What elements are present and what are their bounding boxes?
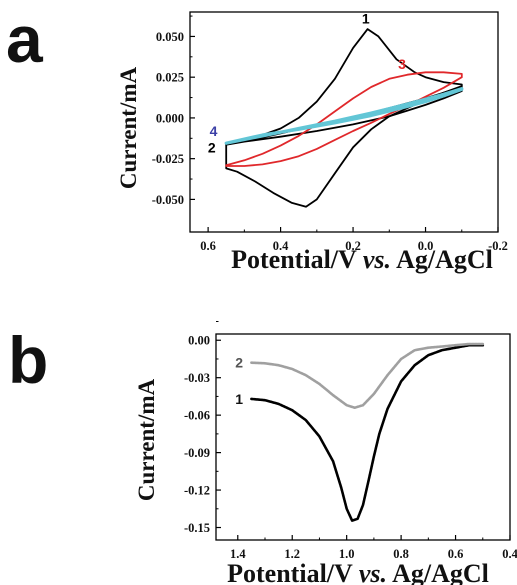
x-tick-label: -0.2 — [488, 239, 508, 253]
curve-label-1: 1 — [235, 391, 243, 407]
x-tick-label: 0.6 — [200, 239, 216, 253]
curve-label-2: 2 — [208, 139, 216, 155]
y-tick-label: 0.050 — [156, 30, 184, 44]
x-tick-label: 0.4 — [502, 547, 517, 561]
y-tick-label: -0.050 — [152, 193, 184, 207]
x-tick-label: 0.2 — [345, 239, 361, 253]
x-tick-label: 1.2 — [284, 547, 300, 561]
y-tick-label: 0.000 — [156, 111, 184, 125]
y-tick-label: -0.12 — [184, 484, 210, 498]
panel-label-a: a — [6, 2, 44, 76]
panel-label-b: b — [8, 323, 48, 397]
curve-label-2: 2 — [235, 355, 243, 371]
y-tick-label: -0.03 — [184, 371, 210, 385]
y-tick-label: 0.00 — [188, 334, 210, 348]
x-axis-title-b: Potential/V vs. Ag/AgCl — [227, 559, 489, 585]
x-tick-label: 1.0 — [339, 547, 355, 561]
x-tick-label: 0.4 — [273, 239, 289, 253]
x-tick-label: 0.8 — [393, 547, 409, 561]
y-axis-title-a: Current/mA — [116, 67, 141, 190]
plot-frame — [215, 333, 511, 541]
plot-frame — [189, 11, 499, 233]
series-line-4 — [224, 87, 464, 145]
y-tick-label: -0.06 — [184, 409, 210, 423]
y-tick-label: 0.025 — [156, 71, 184, 85]
chart-b: Current/mA Potential/V vs. Ag/AgCl 0.00 -… — [134, 321, 517, 585]
chart-a: Current/mA Potential/V vs. Ag/AgCl 0.050… — [116, 11, 508, 274]
y-tick-label: -0.15 — [184, 521, 210, 535]
x-tick-label: 1.4 — [230, 547, 246, 561]
y-axis-title-b: Current/mA — [134, 379, 159, 502]
curve-label-4: 4 — [210, 123, 218, 139]
x-tick-label: 0.6 — [448, 547, 464, 561]
curve-label-3: 3 — [398, 56, 406, 72]
y-tick-label: -0.09 — [184, 446, 210, 460]
x-axis-title-a: Potential/V vs. Ag/AgCl — [231, 245, 493, 274]
series-line-1 — [250, 343, 485, 522]
series-line-1 — [225, 28, 463, 208]
curve-label-1: 1 — [362, 11, 370, 27]
y-tick-label: -0.025 — [152, 152, 184, 166]
x-tick-label: 0.0 — [418, 239, 434, 253]
series-line-2 — [250, 342, 485, 409]
